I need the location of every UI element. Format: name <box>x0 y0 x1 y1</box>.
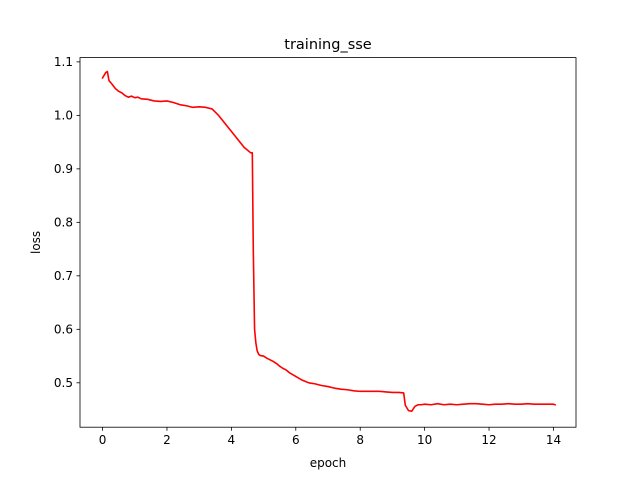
y-tick-label: 0.9 <box>54 162 73 176</box>
y-axis: 0.5 0.6 0.7 0.8 0.9 1.0 1.1 <box>54 55 80 390</box>
y-axis-title: loss <box>29 231 43 254</box>
x-tick-label: 4 <box>228 433 236 447</box>
x-axis: 0 2 4 6 8 10 12 14 <box>99 427 561 447</box>
y-tick-label: 0.5 <box>54 376 73 390</box>
plot-frame <box>79 57 577 428</box>
x-tick-label: 6 <box>292 433 300 447</box>
series-line-0 <box>101 70 557 412</box>
x-tick-label: 2 <box>163 433 171 447</box>
x-axis-title: epoch <box>310 456 347 470</box>
x-tick-label: 0 <box>99 433 107 447</box>
series-layer <box>101 70 557 412</box>
y-tick-label: 0.7 <box>54 269 73 283</box>
y-tick-label: 0.8 <box>54 216 73 230</box>
y-tick-label: 0.6 <box>54 323 73 337</box>
x-tick-label: 8 <box>356 433 364 447</box>
x-tick-label: 10 <box>417 433 432 447</box>
y-tick-label: 1.1 <box>54 55 73 69</box>
x-tick-label: 12 <box>481 433 496 447</box>
x-tick-label: 14 <box>546 433 561 447</box>
y-tick-label: 1.0 <box>54 109 73 123</box>
chart-title: training_sse <box>284 37 372 53</box>
